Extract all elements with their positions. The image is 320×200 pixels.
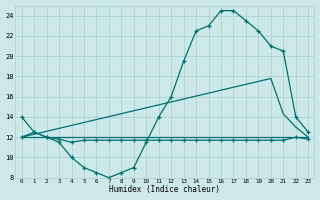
X-axis label: Humidex (Indice chaleur): Humidex (Indice chaleur): [109, 185, 220, 194]
